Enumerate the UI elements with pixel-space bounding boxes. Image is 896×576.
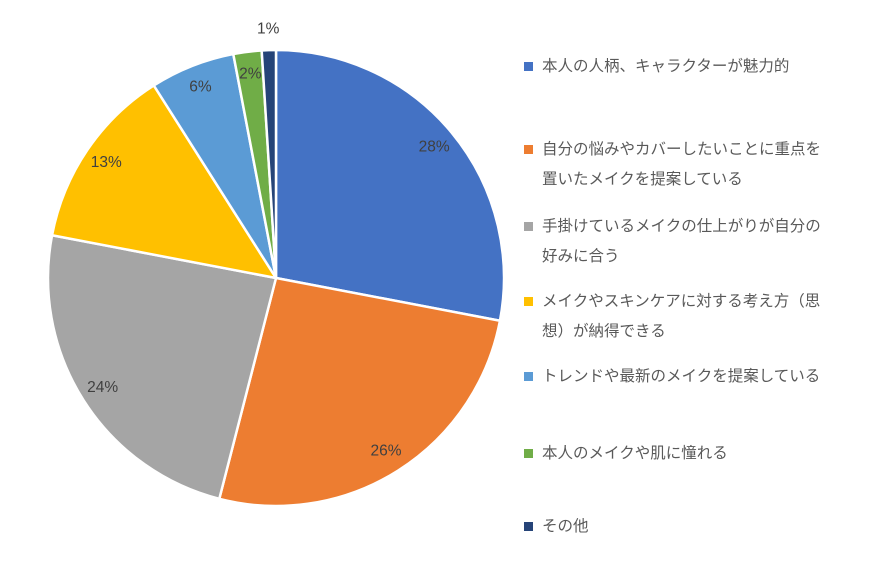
data-label-2: 26% xyxy=(370,442,401,459)
legend-item-7: その他 xyxy=(524,512,589,542)
pie-slice-4 xyxy=(50,84,278,280)
legend-label: 手掛けているメイクの仕上がりが自分の 好みに合う xyxy=(542,218,821,265)
legend-marker-icon xyxy=(524,297,533,306)
legend-item-6: 本人のメイクや肌に憧れる xyxy=(524,439,728,469)
data-label-3: 24% xyxy=(87,379,118,396)
legend-marker-icon xyxy=(524,145,533,154)
legend-label: 本人の人柄、キャラクターが魅力的 xyxy=(542,58,790,75)
data-label-7: 1% xyxy=(257,21,280,38)
legend-item-5: トレンドや最新のメイクを提案している xyxy=(524,362,820,392)
pie-slice-2 xyxy=(218,276,502,508)
legend-label: 自分の悩みやカバーしたいことに重点を 置いたメイクを提案している xyxy=(542,141,822,188)
pie-chart: 28% 26% 24% 13% 6% 2% 1% xyxy=(46,21,506,508)
legend-marker-icon xyxy=(524,372,533,381)
legend-label: メイクやスキンケアに対する考え方（思 想）が納得できる xyxy=(542,293,821,340)
data-label-4: 13% xyxy=(91,154,122,171)
legend-marker-icon xyxy=(524,449,533,458)
legend-label: その他 xyxy=(542,518,589,535)
chart-legend: 本人の人柄、キャラクターが魅力的自分の悩みやカバーしたいことに重点を 置いたメイク… xyxy=(524,0,888,576)
legend-item-2: 自分の悩みやカバーしたいことに重点を 置いたメイクを提案している xyxy=(524,135,821,195)
legend-item-3: 手掛けているメイクの仕上がりが自分の 好みに合う xyxy=(524,212,821,272)
pie-slice-3 xyxy=(46,234,278,501)
legend-label: 本人のメイクや肌に憧れる xyxy=(542,445,728,462)
data-label-5: 6% xyxy=(189,78,212,95)
pie-slice-7 xyxy=(260,48,278,280)
legend-label: トレンドや最新のメイクを提案している xyxy=(542,368,821,385)
legend-marker-icon xyxy=(524,522,533,531)
legend-marker-icon xyxy=(524,62,533,71)
data-label-6: 2% xyxy=(239,65,262,82)
legend-item-4: メイクやスキンケアに対する考え方（思 想）が納得できる xyxy=(524,287,820,347)
legend-marker-icon xyxy=(524,222,533,231)
legend-item-1: 本人の人柄、キャラクターが魅力的 xyxy=(524,52,789,82)
data-label-1: 28% xyxy=(419,138,450,155)
pie-slice-1 xyxy=(274,48,506,322)
